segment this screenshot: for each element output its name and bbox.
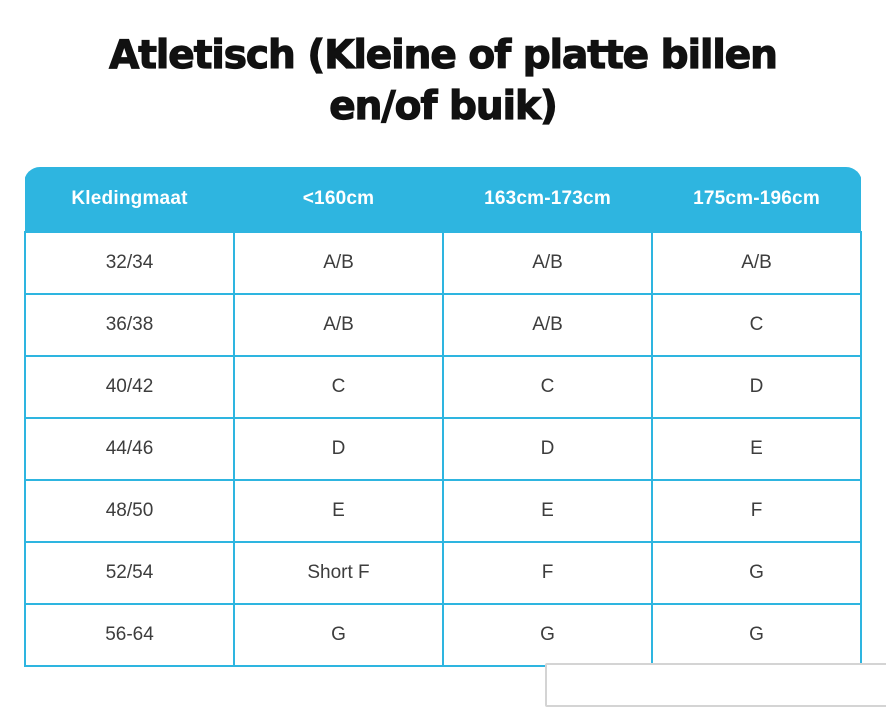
cup-size-cell: A/B	[442, 231, 653, 295]
page-title-line1: Atletisch (Kleine of platte billen	[108, 32, 778, 78]
cup-size-cell: E	[651, 417, 862, 481]
bottom-overlay-panel	[545, 663, 886, 707]
cup-size-cell: Short F	[233, 541, 444, 605]
cup-size-cell: C	[233, 355, 444, 419]
cup-size-cell: G	[233, 603, 444, 667]
size-table-body: 32/34 A/B A/B A/B 36/38 A/B A/B C 40/42 C C D 44/46 D…	[24, 231, 862, 667]
column-header-163-173cm: 163cm-173cm	[443, 167, 652, 232]
cup-size-cell: D	[442, 417, 653, 481]
column-header-under-160cm: <160cm	[234, 167, 443, 232]
size-label-cell: 40/42	[24, 355, 235, 419]
cup-size-cell: D	[651, 355, 862, 419]
size-label-cell: 36/38	[24, 293, 235, 357]
size-table-header: Kledingmaat <160cm 163cm-173cm 175cm-196…	[25, 167, 861, 232]
cup-size-cell: C	[442, 355, 653, 419]
cup-size-cell: G	[442, 603, 653, 667]
cup-size-cell: E	[442, 479, 653, 543]
size-table-container: Kledingmaat <160cm 163cm-173cm 175cm-196…	[24, 167, 862, 667]
size-label-cell: 32/34	[24, 231, 235, 295]
cup-size-cell: E	[233, 479, 444, 543]
table-row: 56-64 G G G	[24, 603, 862, 667]
cup-size-cell: F	[442, 541, 653, 605]
header-row: Kledingmaat <160cm 163cm-173cm 175cm-196…	[25, 167, 861, 232]
size-label-cell: 44/46	[24, 417, 235, 481]
cup-size-cell: G	[651, 603, 862, 667]
size-label-cell: 48/50	[24, 479, 235, 543]
cup-size-cell: C	[651, 293, 862, 357]
page-title: Atletisch (Kleine of platte billen en/of …	[0, 30, 886, 132]
table-row: 44/46 D D E	[24, 417, 862, 481]
size-label-cell: 56-64	[24, 603, 235, 667]
cup-size-cell: D	[233, 417, 444, 481]
column-header-175-196cm: 175cm-196cm	[652, 167, 861, 232]
size-table: Kledingmaat <160cm 163cm-173cm 175cm-196…	[24, 167, 862, 667]
table-row: 36/38 A/B A/B C	[24, 293, 862, 357]
cup-size-cell: A/B	[233, 293, 444, 357]
table-row: 40/42 C C D	[24, 355, 862, 419]
cup-size-cell: A/B	[442, 293, 653, 357]
cup-size-cell: G	[651, 541, 862, 605]
column-header-kledingmaat: Kledingmaat	[25, 167, 234, 232]
size-label-cell: 52/54	[24, 541, 235, 605]
table-row: 32/34 A/B A/B A/B	[24, 231, 862, 295]
cup-size-cell: A/B	[651, 231, 862, 295]
cup-size-cell: A/B	[233, 231, 444, 295]
table-row: 48/50 E E F	[24, 479, 862, 543]
page-title-line2: en/of buik)	[329, 83, 559, 129]
cup-size-cell: F	[651, 479, 862, 543]
